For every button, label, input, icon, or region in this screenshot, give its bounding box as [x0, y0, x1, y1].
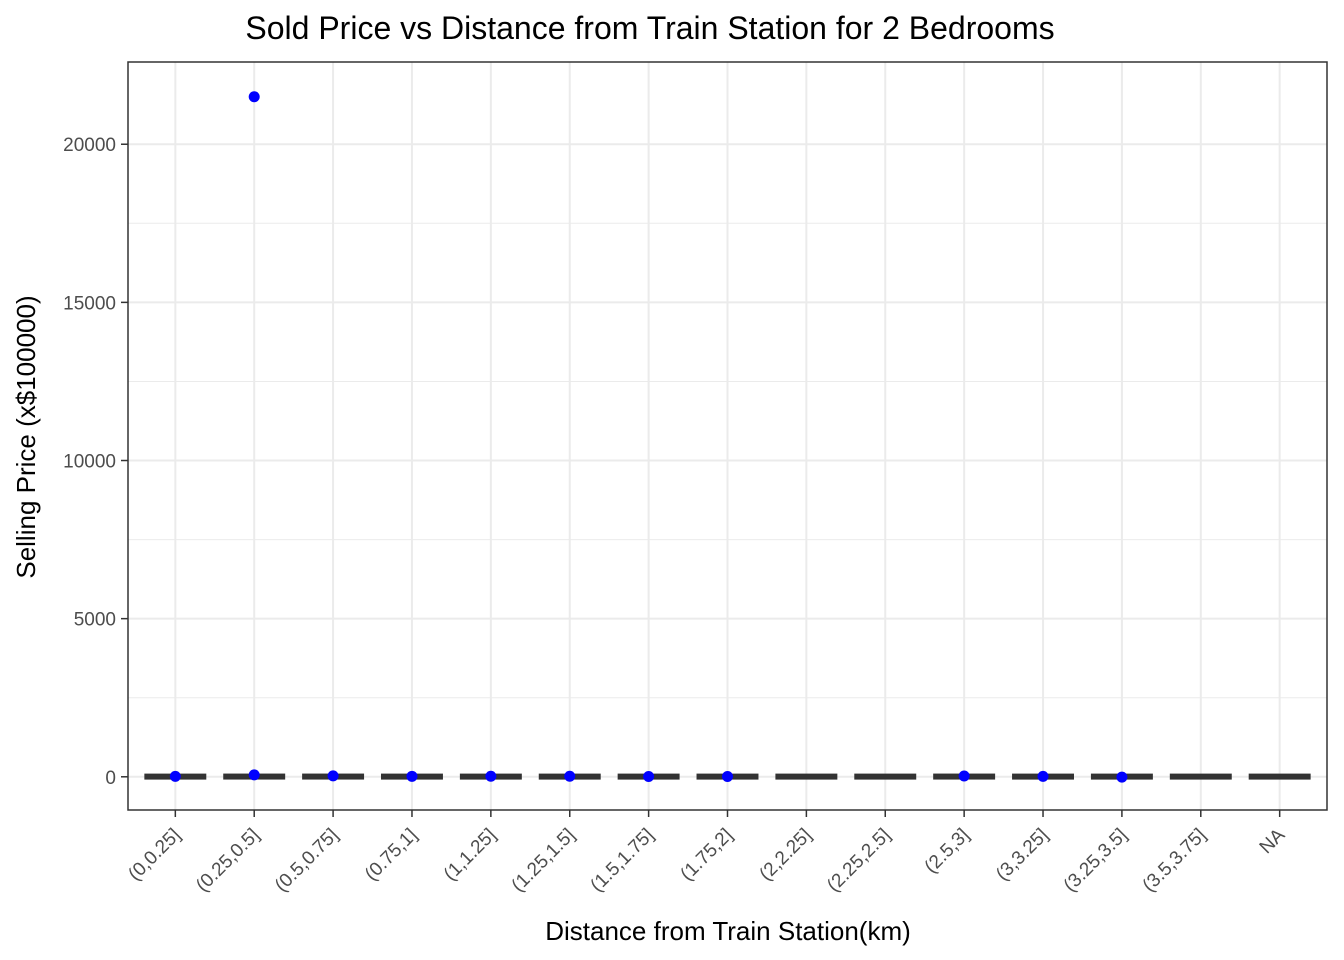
x-tick-label: (2.5,3] [921, 825, 974, 878]
data-point [248, 769, 260, 781]
y-tick-label: 10000 [63, 452, 116, 473]
data-point [958, 770, 970, 782]
data-point [248, 91, 260, 103]
x-tick-label: (0.75,1] [361, 825, 421, 885]
x-tick-label: (0.25,0.5] [192, 825, 264, 897]
data-point [1116, 771, 1128, 783]
x-tick-label: (3,3.25] [992, 825, 1052, 885]
data-point [1037, 770, 1049, 782]
data-point [722, 771, 733, 783]
data-point [564, 770, 576, 782]
data-point [327, 770, 339, 782]
x-tick-label: (0.5,0.75] [271, 825, 343, 897]
chart-title: Sold Price vs Distance from Train Statio… [245, 10, 1054, 46]
x-tick-label: (0,0.25] [124, 825, 184, 885]
x-tick-label: (3.25,3.5] [1060, 825, 1132, 897]
y-tick-label: 0 [105, 768, 116, 789]
x-tick-label: (2.25,2.5] [823, 825, 895, 897]
x-tick-label: (1.75,2] [677, 825, 737, 885]
y-tick-label: 5000 [74, 610, 116, 631]
data-point [643, 770, 655, 782]
x-tick-label: (1.5,1.75] [587, 825, 659, 897]
data-point [169, 770, 181, 782]
x-tick-label: (1,1.25] [440, 825, 500, 885]
x-axis-title: Distance from Train Station(km) [545, 916, 911, 946]
y-tick-label: 20000 [63, 135, 116, 156]
x-tick-label: (3.5,3.75] [1139, 825, 1211, 897]
x-tick-label: (2,2.25] [756, 825, 816, 885]
data-point [485, 770, 497, 782]
y-axis-title: Selling Price (x$100000) [11, 295, 41, 578]
data-point [406, 770, 418, 782]
x-tick-label: (1.25,1.5] [508, 825, 580, 897]
x-tick-label: NA [1256, 824, 1290, 858]
y-tick-label: 15000 [63, 293, 116, 314]
